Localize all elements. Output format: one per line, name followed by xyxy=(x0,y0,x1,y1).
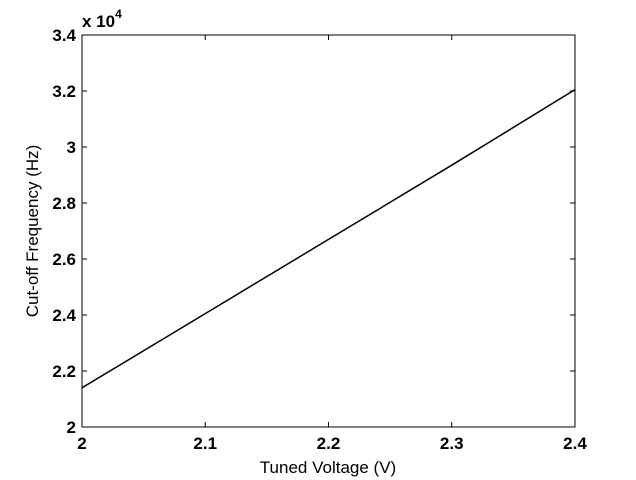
x-tick-label: 2.1 xyxy=(193,434,217,453)
y-tick-label: 3.2 xyxy=(52,82,76,101)
y-tick-label: 3.4 xyxy=(52,26,76,45)
y-tick-label: 2.6 xyxy=(52,250,76,269)
x-axis-label: Tuned Voltage (V) xyxy=(260,458,396,477)
data-line xyxy=(81,88,576,389)
y-tick-label: 2.8 xyxy=(52,194,76,213)
x-tick-label: 2 xyxy=(77,434,86,453)
y-multiplier-base: x 10 xyxy=(82,12,115,31)
y-tick-label: 2.2 xyxy=(52,362,76,381)
y-tick-label: 3 xyxy=(67,138,76,157)
y-multiplier: x 104 xyxy=(82,7,122,31)
x-tick-label: 2.3 xyxy=(440,434,464,453)
y-tick-label: 2.4 xyxy=(52,306,76,325)
y-multiplier-exponent: 4 xyxy=(115,7,122,21)
x-tick-label: 2.4 xyxy=(563,434,587,453)
y-axis-label: Cut-off Frequency (Hz) xyxy=(23,145,42,318)
x-tick-label: 2.2 xyxy=(317,434,341,453)
y-tick-label: 2 xyxy=(67,418,76,437)
